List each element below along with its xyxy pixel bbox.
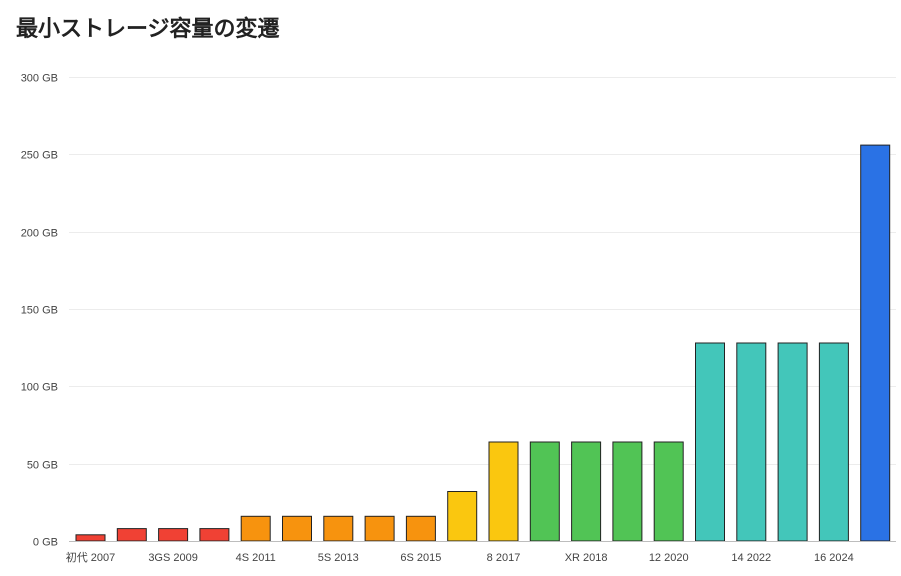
x-tick-label: 8 2017: [487, 552, 521, 564]
bar: [488, 441, 519, 542]
bar: [116, 528, 147, 542]
bar: [860, 144, 891, 542]
x-tick-label: 3GS 2009: [148, 552, 198, 564]
y-tick-label: 100 GB: [21, 382, 58, 394]
bar: [818, 342, 849, 542]
bar: [158, 528, 189, 542]
gridlines: [69, 77, 896, 465]
x-tick-label: XR 2018: [565, 552, 608, 564]
bar: [75, 534, 106, 542]
y-axis-tick-labels: 0 GB 50 GB 100 GB 150 GB 200 GB 250 GB 300 GB: [21, 73, 58, 549]
y-tick-label: 150 GB: [21, 305, 58, 317]
bar: [323, 515, 354, 542]
bar: [695, 342, 725, 542]
bars: [75, 144, 891, 542]
x-tick-label: 4S 2011: [236, 552, 276, 564]
bar: [777, 342, 808, 542]
x-tick-label: 初代 2007: [66, 550, 116, 564]
bar: [529, 441, 560, 542]
bar: [571, 441, 602, 542]
bar: [612, 441, 643, 542]
y-tick-label: 50 GB: [27, 460, 58, 472]
bar: [405, 515, 436, 542]
y-tick-label: 0 GB: [33, 537, 58, 549]
x-axis-tick-labels: 初代 2007 3GS 2009 4S 2011 5S 2013 6S 2015 8 20…: [66, 550, 854, 564]
bar: [653, 441, 684, 542]
bar: [364, 515, 395, 542]
x-tick-label: 16 2024: [814, 552, 854, 564]
x-tick-label: 6S 2015: [400, 552, 441, 564]
chart-title: 最小ストレージ容量の変遷: [16, 17, 280, 42]
y-tick-label: 200 GB: [21, 228, 58, 240]
bar: [447, 491, 478, 542]
bar: [199, 528, 230, 542]
bar: [282, 515, 312, 542]
y-tick-label: 300 GB: [21, 73, 58, 85]
bar: [736, 342, 767, 542]
y-tick-label: 250 GB: [21, 150, 58, 162]
x-tick-label: 12 2020: [649, 552, 689, 564]
bar: [240, 515, 271, 542]
x-tick-label: 5S 2013: [318, 552, 359, 564]
x-tick-label: 14 2022: [731, 552, 771, 564]
